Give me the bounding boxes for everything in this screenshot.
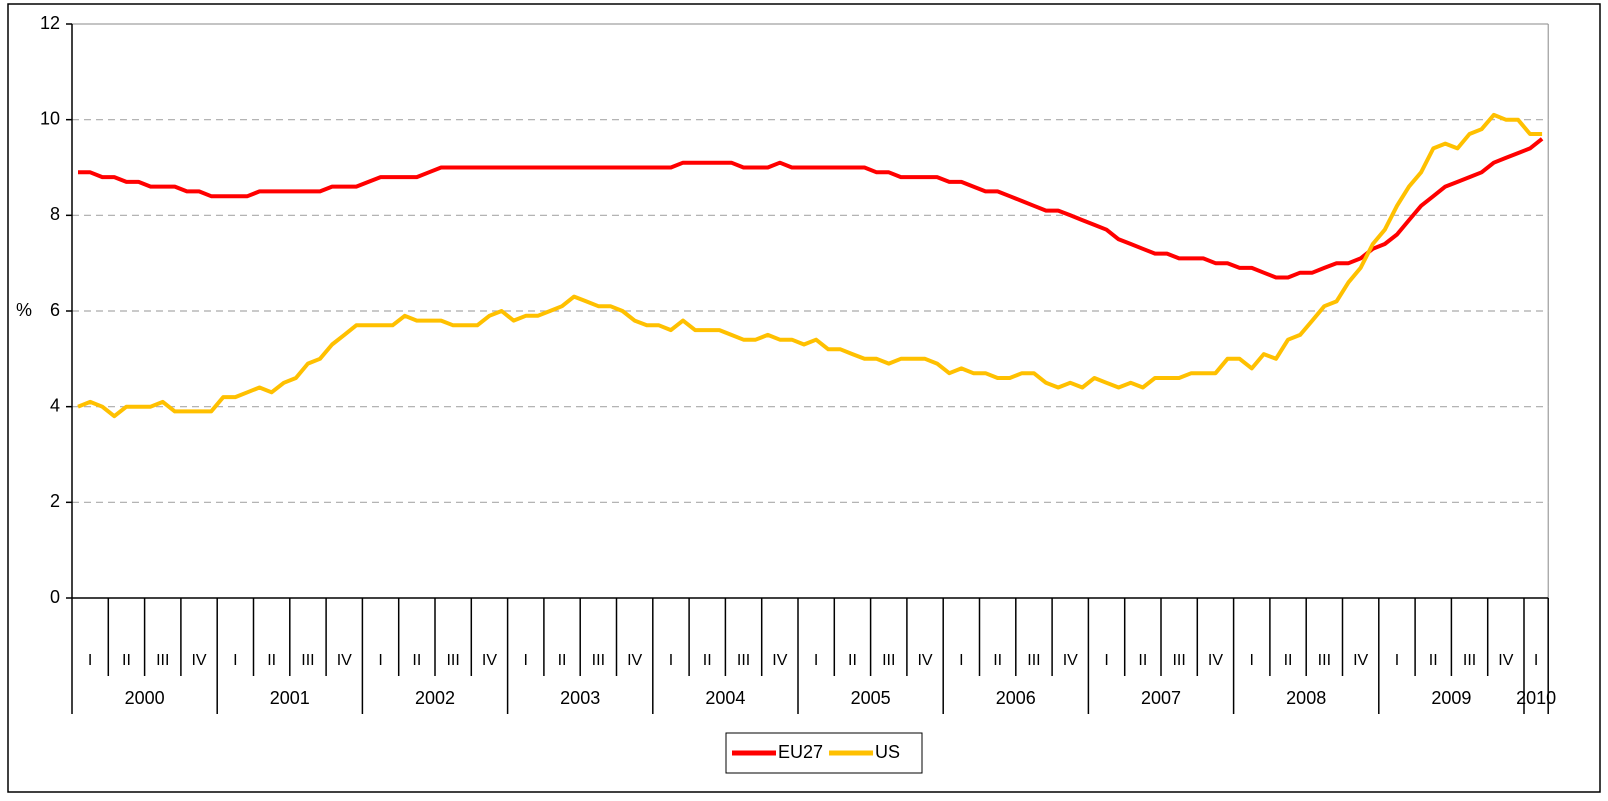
year-label: 2010: [1516, 688, 1556, 708]
legend-label: US: [875, 742, 900, 762]
quarter-label: III: [737, 652, 750, 669]
y-tick-label: 8: [50, 204, 60, 224]
year-label: 2001: [270, 688, 310, 708]
quarter-label: I: [1395, 652, 1399, 669]
quarter-label: II: [993, 652, 1002, 669]
quarter-label: I: [1250, 652, 1254, 669]
quarter-label: III: [156, 652, 169, 669]
year-label: 2008: [1286, 688, 1326, 708]
y-tick-label: 6: [50, 300, 60, 320]
quarter-label: II: [122, 652, 131, 669]
quarter-label: IV: [627, 652, 642, 669]
quarter-label: IV: [772, 652, 787, 669]
y-tick-label: 0: [50, 587, 60, 607]
quarter-label: III: [882, 652, 895, 669]
quarter-label: IV: [1208, 652, 1223, 669]
quarter-label: III: [1463, 652, 1476, 669]
year-label: 2003: [560, 688, 600, 708]
quarter-label: III: [1318, 652, 1331, 669]
quarter-label: II: [848, 652, 857, 669]
quarter-label: I: [1104, 652, 1108, 669]
quarter-label: I: [814, 652, 818, 669]
quarter-label: I: [1534, 652, 1538, 669]
quarter-label: IV: [482, 652, 497, 669]
y-tick-label: 10: [40, 108, 60, 128]
quarter-label: I: [524, 652, 528, 669]
quarter-label: II: [1284, 652, 1293, 669]
year-label: 2004: [705, 688, 745, 708]
quarter-label: III: [1027, 652, 1040, 669]
quarter-label: I: [669, 652, 673, 669]
year-label: 2005: [851, 688, 891, 708]
quarter-label: II: [267, 652, 276, 669]
quarter-label: IV: [1353, 652, 1368, 669]
quarter-label: III: [1172, 652, 1185, 669]
quarter-label: IV: [1063, 652, 1078, 669]
quarter-label: II: [703, 652, 712, 669]
year-label: 2006: [996, 688, 1036, 708]
quarter-label: III: [301, 652, 314, 669]
year-label: 2002: [415, 688, 455, 708]
y-tick-label: 4: [50, 395, 60, 415]
quarter-label: III: [592, 652, 605, 669]
quarter-label: I: [378, 652, 382, 669]
year-label: 2007: [1141, 688, 1181, 708]
line-series: [77, 112, 1543, 419]
quarter-label: IV: [917, 652, 932, 669]
quarter-label: I: [233, 652, 237, 669]
y-tick-label: 2: [50, 491, 60, 511]
year-label: 2000: [125, 688, 165, 708]
quarter-label: II: [1138, 652, 1147, 669]
quarter-label: IV: [191, 652, 206, 669]
quarter-label: I: [959, 652, 963, 669]
legend-label: EU27: [778, 742, 823, 762]
chart-border: [7, 3, 1601, 793]
year-label: 2009: [1431, 688, 1471, 708]
quarter-label: II: [558, 652, 567, 669]
quarter-label: III: [446, 652, 459, 669]
y-axis-label: %: [16, 300, 32, 320]
quarter-label: I: [88, 652, 92, 669]
quarter-label: II: [412, 652, 421, 669]
line-series: [78, 137, 1544, 280]
quarter-label: II: [1429, 652, 1438, 669]
quarter-label: IV: [337, 652, 352, 669]
y-tick-label: 12: [40, 13, 60, 33]
quarter-label: IV: [1498, 652, 1513, 669]
